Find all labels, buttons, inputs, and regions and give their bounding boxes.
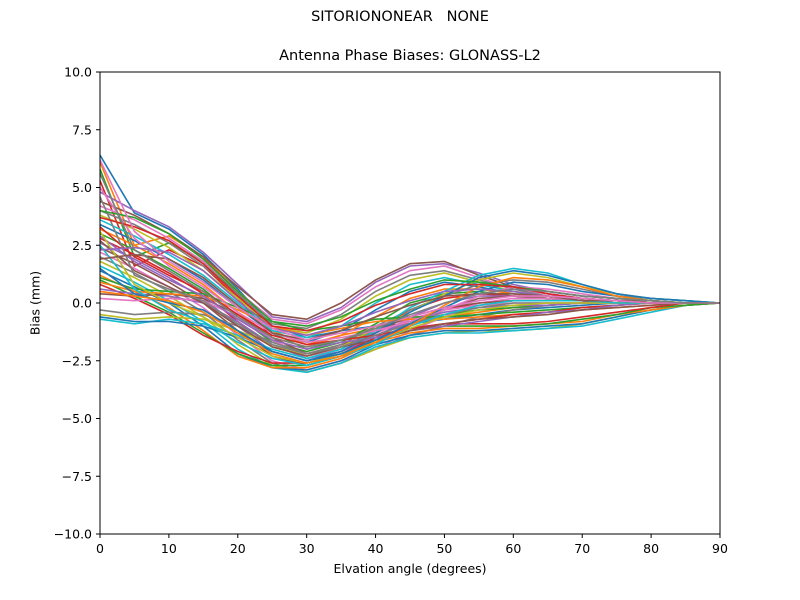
y-tick-label: −7.5 (62, 469, 92, 484)
series-line-31 (99, 269, 721, 362)
x-tick-label: 30 (299, 541, 315, 556)
y-tick-label: 7.5 (72, 122, 92, 137)
x-tick-label: 10 (161, 541, 177, 556)
series-line-47 (99, 159, 720, 341)
y-tick-label: −5.0 (62, 411, 92, 426)
x-tick-label: 60 (505, 541, 521, 556)
y-tick-label: 5.0 (72, 180, 92, 195)
series-line-48 (99, 173, 720, 348)
x-tick-label: 0 (96, 541, 104, 556)
y-tick-label: 2.5 (72, 238, 92, 253)
x-tick-label: 50 (436, 541, 452, 556)
y-axis: −10.0 −7.5 −5.0 −2.5 0.0 2.5 5.0 7.5 10.0 (54, 65, 100, 542)
series-line-36 (99, 239, 720, 357)
x-axis: 0 10 20 30 40 50 60 70 80 90 (96, 534, 728, 556)
chart-title: Antenna Phase Biases: GLONASS-L2 (279, 48, 541, 64)
x-axis-label: Elvation angle (degrees) (333, 561, 487, 576)
x-tick-label: 80 (643, 541, 659, 556)
y-tick-label: −2.5 (62, 353, 92, 368)
x-tick-label: 90 (712, 541, 728, 556)
y-tick-label: 10.0 (64, 65, 92, 80)
y-axis-label: Bias (mm) (27, 270, 43, 336)
series-line-42 (99, 276, 720, 364)
series-lines (99, 154, 721, 374)
y-tick-label: 0.0 (72, 296, 92, 311)
figure-suptitle: SITORIONONEAR NONE (311, 9, 489, 25)
x-tick-label: 40 (368, 541, 384, 556)
y-tick-label: −10.0 (54, 527, 92, 542)
x-tick-label: 70 (574, 541, 590, 556)
x-tick-label: 20 (230, 541, 246, 556)
